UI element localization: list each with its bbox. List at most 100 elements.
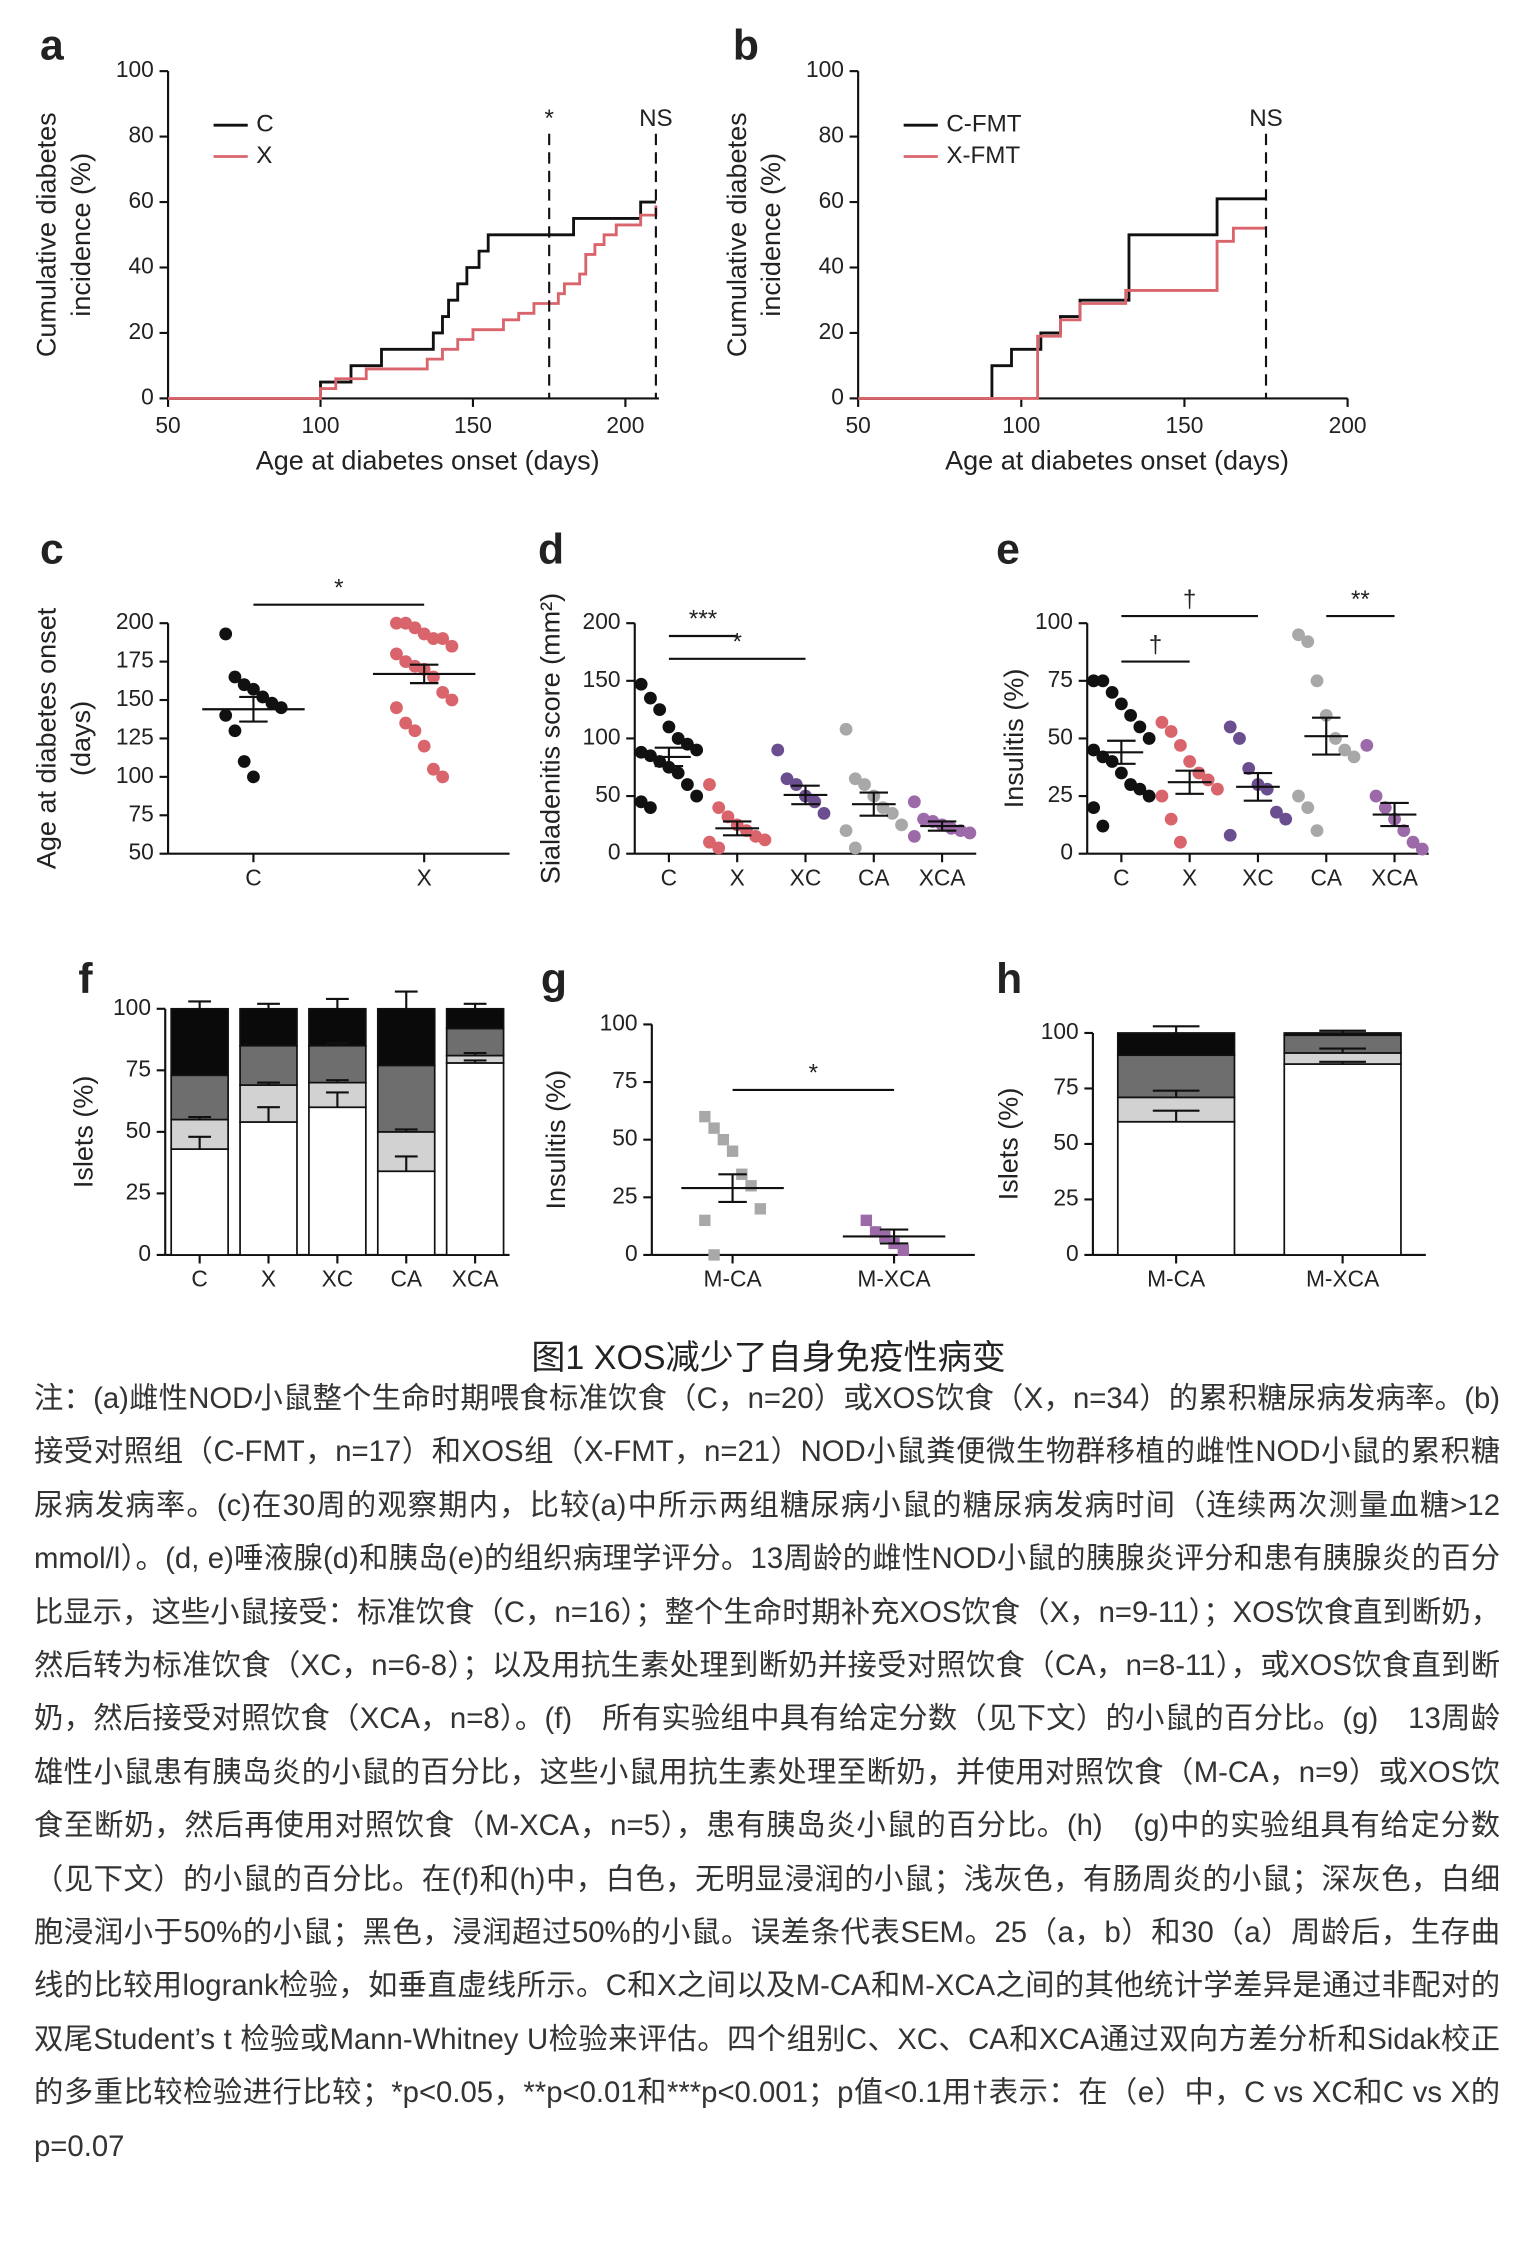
panel-label: f	[78, 955, 93, 1003]
data-point	[690, 789, 704, 803]
x-tick-label: C	[1113, 864, 1129, 890]
survival-curve	[168, 200, 656, 400]
panel-label: h	[996, 955, 1022, 1003]
y-tick-label: 100	[600, 1009, 638, 1035]
data-point	[839, 824, 853, 838]
y-axis-label: (days)	[66, 701, 96, 776]
data-point	[1233, 732, 1246, 745]
x-tick-label: CA	[390, 1266, 422, 1292]
data-point	[390, 616, 403, 630]
data-point	[699, 1214, 711, 1227]
data-point	[436, 685, 450, 699]
x-tick-label: 100	[1002, 412, 1040, 438]
significance-label: †	[1149, 631, 1162, 658]
x-tick-label: 100	[302, 412, 340, 438]
data-point	[671, 766, 685, 780]
data-point	[712, 841, 726, 855]
y-tick-label: 125	[116, 723, 154, 749]
data-point	[1114, 697, 1128, 711]
data-point	[399, 716, 413, 730]
y-axis-label: Sialadenitis score (mm²)	[535, 593, 565, 884]
data-point	[237, 755, 251, 768]
y-tick-label: 50	[595, 781, 620, 807]
data-point	[1223, 828, 1237, 842]
survival-curve	[858, 197, 1267, 400]
x-tick-label: CA	[1310, 864, 1342, 890]
data-point	[680, 737, 694, 751]
y-tick-label: 80	[819, 122, 844, 148]
x-tick-label: 200	[606, 412, 644, 438]
data-point	[1310, 674, 1324, 688]
y-tick-label: 100	[1041, 1018, 1079, 1044]
y-tick-label: 0	[141, 383, 154, 409]
data-point	[1133, 782, 1147, 796]
bar-segment	[376, 1170, 436, 1256]
bar-segment	[170, 1148, 229, 1256]
data-point	[219, 708, 233, 722]
y-tick-label: 0	[831, 383, 844, 409]
y-tick-label: 75	[1053, 1073, 1078, 1099]
data-point	[771, 743, 785, 757]
data-point	[721, 810, 735, 824]
y-tick-label: 50	[126, 1117, 151, 1143]
data-point	[445, 693, 459, 707]
bar-segment	[445, 1007, 505, 1030]
significance-label: *	[732, 629, 742, 656]
data-point	[1378, 801, 1392, 814]
bar-segment	[376, 1007, 436, 1067]
data-point	[699, 1110, 711, 1123]
x-tick-label: 200	[1329, 412, 1367, 438]
significance-label: *	[544, 105, 554, 132]
data-point	[1397, 824, 1411, 838]
y-tick-label: 75	[1048, 666, 1073, 692]
x-tick-label: X	[261, 1266, 276, 1292]
data-point	[1164, 812, 1178, 826]
data-point	[427, 670, 440, 684]
x-tick-label: M-XCA	[1306, 1266, 1380, 1292]
data-point	[1369, 789, 1383, 803]
data-point	[1301, 635, 1315, 649]
bar-segment	[1116, 1120, 1236, 1256]
data-point	[1142, 732, 1156, 745]
x-tick-label: XCA	[1371, 864, 1419, 890]
x-tick-label: 50	[845, 412, 870, 438]
data-point	[228, 670, 242, 684]
data-point	[717, 1133, 730, 1146]
data-point	[848, 772, 862, 786]
data-point	[885, 806, 899, 820]
data-point	[436, 770, 450, 784]
y-tick-label: 175	[116, 647, 154, 673]
data-point	[1105, 685, 1119, 699]
y-tick-label: 150	[583, 666, 621, 692]
bar-segment	[445, 1027, 505, 1057]
data-point	[427, 632, 440, 645]
data-point	[274, 701, 288, 715]
bar-segment	[1283, 1032, 1402, 1037]
x-tick-label: M-XCA	[857, 1266, 931, 1292]
data-point	[708, 1249, 720, 1261]
data-point	[708, 1122, 720, 1134]
y-tick-label: 100	[583, 723, 621, 749]
panel-label: g	[541, 955, 567, 1003]
x-tick-label: C	[661, 864, 677, 890]
data-point	[789, 778, 803, 791]
x-tick-label: M-CA	[704, 1266, 763, 1292]
data-point	[408, 724, 422, 738]
y-tick-label: 0	[138, 1240, 151, 1266]
data-point	[1174, 835, 1187, 849]
x-tick-label: XCA	[452, 1266, 500, 1292]
data-point	[644, 691, 657, 705]
data-point	[634, 677, 648, 691]
significance-label: NS	[639, 105, 673, 132]
panel-label: e	[996, 525, 1020, 573]
data-point	[219, 627, 233, 641]
data-point	[1133, 720, 1147, 734]
panel-label: b	[733, 22, 759, 70]
data-point	[644, 801, 657, 814]
significance-label: *	[809, 1060, 819, 1087]
y-axis-label: incidence (%)	[66, 153, 96, 317]
data-point	[1338, 743, 1352, 757]
caption: 注：(a)雌性NOD小鼠整个生命时期喂食标准饮食（C，n=20）或XOS饮食（X…	[34, 1382, 1500, 2163]
data-point	[1087, 674, 1101, 688]
y-tick-label: 50	[612, 1125, 637, 1151]
